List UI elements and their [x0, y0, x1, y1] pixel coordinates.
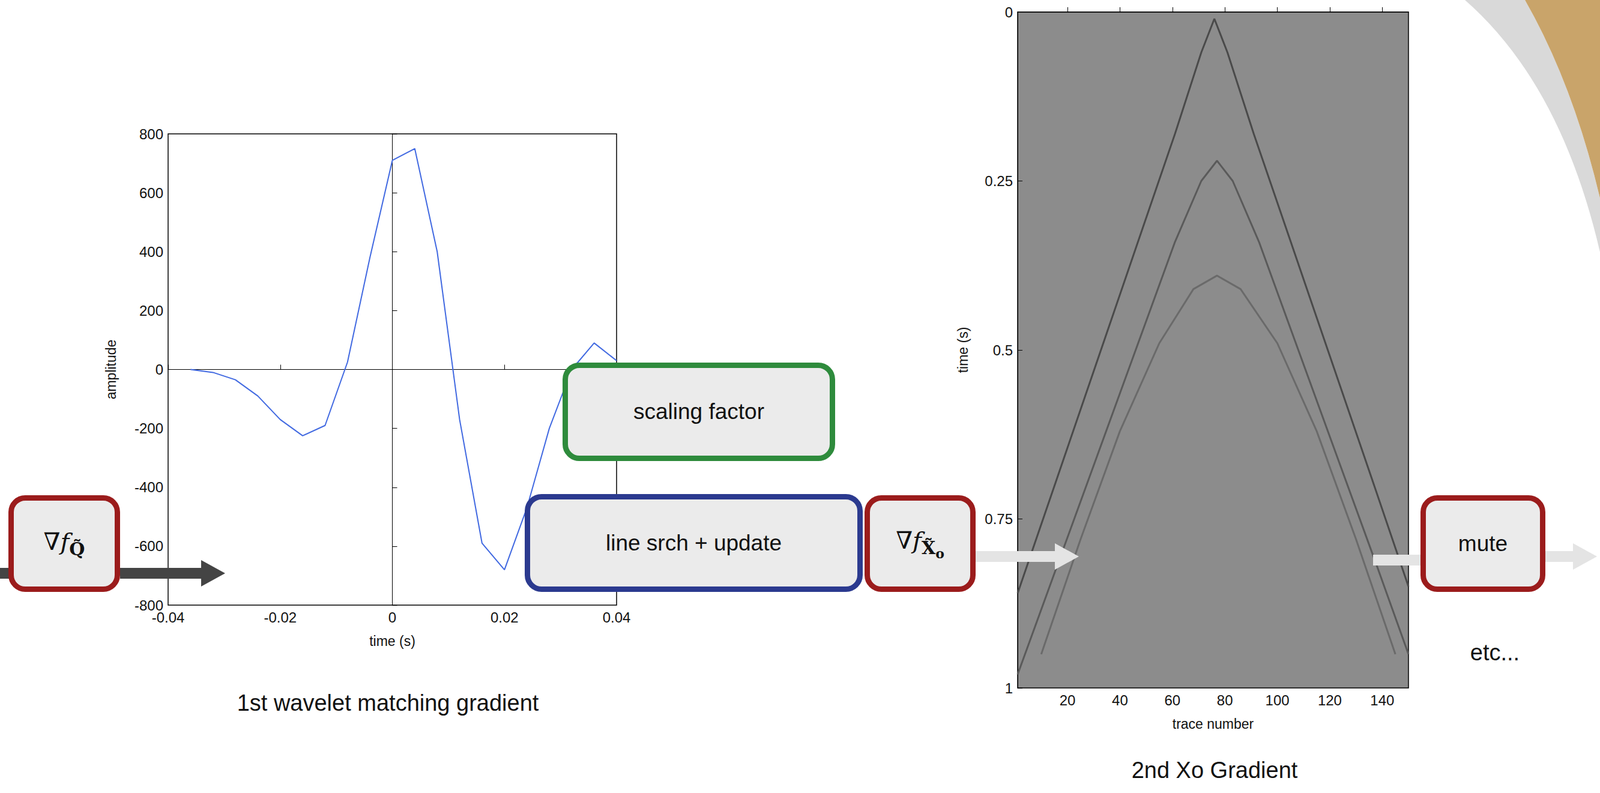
svg-text:0.02: 0.02	[490, 609, 519, 626]
html-text:etc...: etc...	[1470, 640, 1520, 666]
svg-text:-200: -200	[134, 420, 164, 437]
svg-text:100: 100	[1265, 692, 1290, 709]
svg-text:0.25: 0.25	[984, 172, 1013, 190]
svg-text:120: 120	[1317, 692, 1342, 709]
svg-text:0: 0	[155, 361, 164, 378]
html-text:∇fX̃o: ∇fX̃o	[895, 526, 945, 562]
svg-text:800: 800	[139, 126, 164, 143]
svg-text:0: 0	[388, 609, 397, 626]
html-text:scaling factor: scaling factor	[633, 399, 765, 424]
svg-text:80: 80	[1216, 692, 1234, 709]
html-text:1st wavelet matching gradient: 1st wavelet matching gradient	[236, 690, 539, 716]
svg-text:0.75: 0.75	[984, 510, 1013, 528]
svg-text:-400: -400	[134, 479, 164, 496]
svg-text:20: 20	[1059, 692, 1076, 709]
svg-text:600: 600	[139, 184, 164, 202]
svg-text:-600: -600	[134, 537, 164, 555]
html-text:line srch + update: line srch + update	[605, 530, 782, 556]
svg-text:trace number: trace number	[1172, 716, 1255, 732]
svg-text:0: 0	[1005, 4, 1013, 21]
html-text:2nd Xo Gradient: 2nd Xo Gradient	[1131, 757, 1298, 783]
svg-text:1: 1	[1005, 680, 1013, 697]
svg-text:60: 60	[1164, 692, 1181, 709]
svg-text:-0.02: -0.02	[263, 609, 297, 626]
svg-text:200: 200	[139, 302, 164, 319]
svg-text:-800: -800	[134, 597, 164, 614]
svg-text:40: 40	[1111, 692, 1129, 709]
svg-text:0.04: 0.04	[602, 609, 631, 626]
svg-text:time (s): time (s)	[369, 633, 416, 650]
svg-text:0.5: 0.5	[993, 342, 1013, 359]
svg-text:amplitude: amplitude	[103, 339, 119, 400]
svg-text:-0.04: -0.04	[151, 609, 185, 626]
svg-text:400: 400	[139, 243, 164, 260]
html-text:∇fQ̃: ∇fQ̃	[43, 527, 85, 560]
svg-text:time (s): time (s)	[955, 327, 971, 374]
svg-text:140: 140	[1370, 692, 1395, 709]
html-text:mute: mute	[1458, 531, 1508, 556]
